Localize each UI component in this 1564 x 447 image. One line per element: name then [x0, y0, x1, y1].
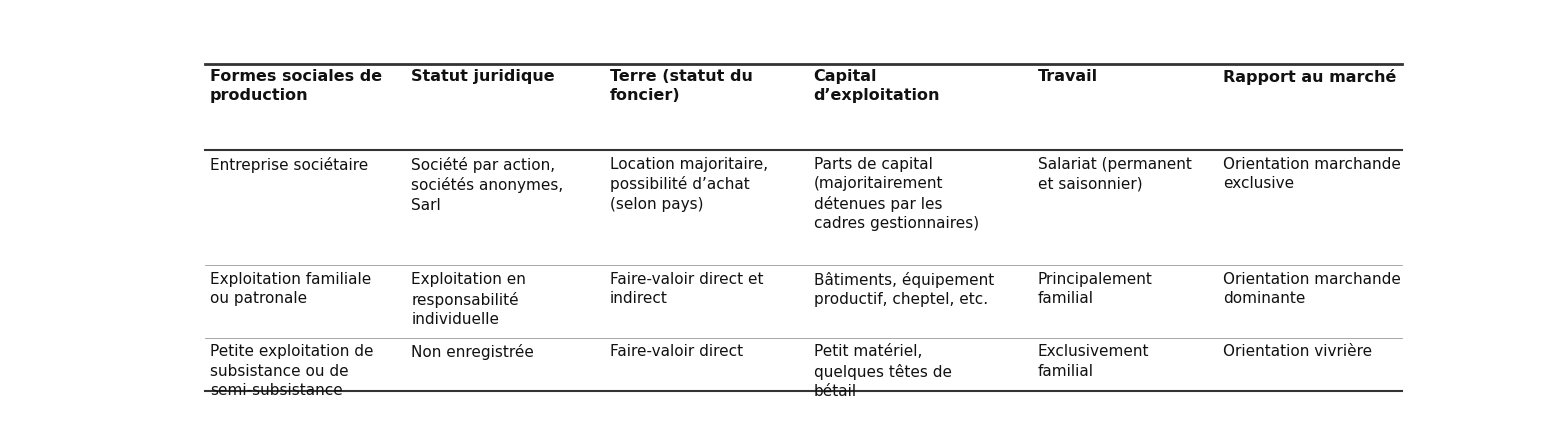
Text: Exploitation familiale
ou patronale: Exploitation familiale ou patronale — [210, 272, 371, 306]
Text: Parts de capital
(majoritairement
détenues par les
cadres gestionnaires): Parts de capital (majoritairement détenu… — [813, 157, 979, 231]
Text: Capital
d’exploitation: Capital d’exploitation — [813, 69, 940, 103]
Text: Société par action,
sociétés anonymes,
Sarl: Société par action, sociétés anonymes, S… — [411, 157, 563, 213]
Text: Orientation vivrière: Orientation vivrière — [1223, 345, 1373, 359]
Text: Orientation marchande
dominante: Orientation marchande dominante — [1223, 272, 1401, 306]
Text: Statut juridique: Statut juridique — [411, 69, 555, 84]
Text: Petite exploitation de
subsistance ou de
semi-subsistance: Petite exploitation de subsistance ou de… — [210, 345, 374, 398]
Text: Faire-valoir direct et
indirect: Faire-valoir direct et indirect — [610, 272, 763, 306]
Text: Orientation marchande
exclusive: Orientation marchande exclusive — [1223, 157, 1401, 191]
Text: Exclusivement
familial: Exclusivement familial — [1038, 345, 1150, 379]
Text: Location majoritaire,
possibilité d’achat
(selon pays): Location majoritaire, possibilité d’acha… — [610, 157, 768, 211]
Text: Rapport au marché: Rapport au marché — [1223, 69, 1397, 85]
Text: Travail: Travail — [1038, 69, 1098, 84]
Text: Salariat (permanent
et saisonnier): Salariat (permanent et saisonnier) — [1038, 157, 1192, 191]
Text: Bâtiments, équipement
productif, cheptel, etc.: Bâtiments, équipement productif, cheptel… — [813, 272, 993, 308]
Text: Entreprise sociétaire: Entreprise sociétaire — [210, 157, 368, 173]
Text: Petit matériel,
quelques têtes de
bétail: Petit matériel, quelques têtes de bétail — [813, 345, 951, 399]
Text: Terre (statut du
foncier): Terre (statut du foncier) — [610, 69, 752, 103]
Text: Formes sociales de
production: Formes sociales de production — [210, 69, 382, 103]
Text: Non enregistrée: Non enregistrée — [411, 345, 535, 360]
Text: Faire-valoir direct: Faire-valoir direct — [610, 345, 743, 359]
Text: Principalement
familial: Principalement familial — [1038, 272, 1153, 306]
Text: Exploitation en
responsabilité
individuelle: Exploitation en responsabilité individue… — [411, 272, 526, 327]
